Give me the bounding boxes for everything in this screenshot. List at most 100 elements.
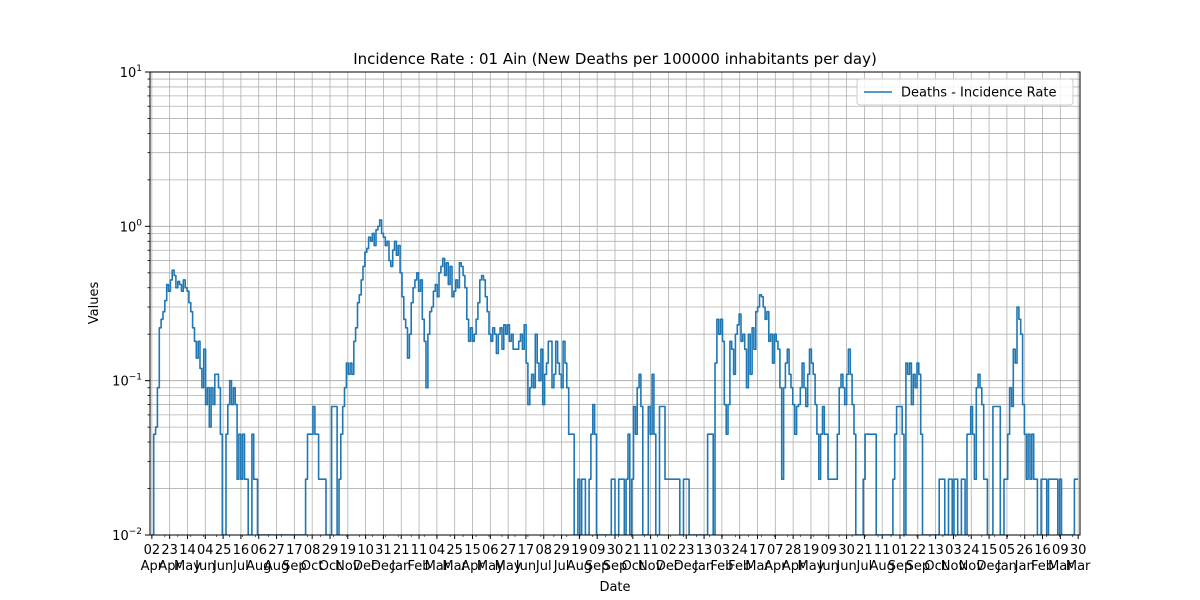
x-tick-day: 02	[660, 543, 677, 558]
chart-title: Incidence Rate : 01 Ain (New Deaths per …	[353, 50, 877, 68]
x-tick-day: 25	[446, 543, 463, 558]
x-tick-month: May	[798, 559, 825, 574]
y-tick-label: 101	[120, 64, 142, 81]
x-tick-month: Jun	[818, 559, 839, 574]
x-tick-day: 08	[535, 543, 552, 558]
x-tick-day: 13	[696, 543, 713, 558]
x-tick-day: 29	[553, 543, 570, 558]
x-tick-day: 17	[286, 543, 303, 558]
x-tick-day: 24	[731, 543, 748, 558]
x-tick-month: Mar	[745, 559, 770, 574]
x-tick-day: 19	[803, 543, 820, 558]
x-tick-month: Jul	[535, 559, 552, 574]
x-tick-month: Dec	[977, 559, 1002, 574]
x-tick-month: Jan	[1014, 559, 1035, 574]
x-tick-month: Feb	[1031, 559, 1054, 574]
x-tick-month: Mar	[1048, 559, 1073, 574]
x-tick-day: 23	[161, 543, 178, 558]
x-tick-month: Oct	[319, 559, 341, 574]
x-tick-month: Dec	[353, 559, 378, 574]
x-tick-month: Apr	[764, 559, 787, 574]
x-tick-month: Apr	[158, 559, 181, 574]
x-tick-month: May	[174, 559, 201, 574]
x-tick-month: Sep	[585, 559, 610, 574]
x-tick-day: 11	[874, 543, 891, 558]
x-tick-day: 30	[1070, 543, 1087, 558]
x-tick-month: Feb	[408, 559, 431, 574]
x-tick-day: 28	[785, 543, 802, 558]
x-tick-day: 13	[927, 543, 944, 558]
x-tick-day: 19	[571, 543, 588, 558]
x-tick-day: 14	[179, 543, 196, 558]
x-tick-day: 08	[304, 543, 321, 558]
x-tick-month: Mar	[442, 559, 467, 574]
x-tick-month: Dec	[674, 559, 699, 574]
x-tick-day: 06	[482, 543, 499, 558]
series-line-deaths-incidence-rate	[151, 219, 1079, 535]
x-tick-day: 07	[767, 543, 784, 558]
x-tick-day: 15	[981, 543, 998, 558]
x-tick-day: 05	[999, 543, 1016, 558]
x-tick-month: Sep	[906, 559, 931, 574]
x-tick-month: Nov	[959, 559, 985, 574]
y-axis: 10−2 10−1 100 101	[112, 64, 150, 544]
x-tick-day: 27	[268, 543, 285, 558]
x-tick-month: Oct	[301, 559, 323, 574]
x-axis-label: Date	[599, 580, 630, 595]
x-tick-day: 15	[464, 543, 481, 558]
x-tick-day: 09	[1052, 543, 1069, 558]
legend-entry-label: Deaths - Incidence Rate	[901, 86, 1056, 101]
x-tick-month: Apr	[461, 559, 484, 574]
y-tick-label: 10−1	[112, 373, 142, 390]
x-tick-day: 26	[1016, 543, 1033, 558]
x-tick-month: Aug	[567, 559, 592, 574]
x-tick-day: 16	[233, 543, 250, 558]
x-tick-day: 03	[714, 543, 731, 558]
x-tick-month: Nov	[335, 559, 361, 574]
x-tick-month: Jun	[515, 559, 536, 574]
x-tick-day: 19	[340, 543, 357, 558]
x-tick-day: 21	[856, 543, 873, 558]
x-tick-day: 21	[393, 543, 410, 558]
x-tick-day: 27	[500, 543, 517, 558]
x-tick-month: Jul	[856, 559, 873, 574]
x-tick-month: Aug	[246, 559, 271, 574]
x-tick-month: Dec	[656, 559, 681, 574]
x-tick-month: Feb	[728, 559, 751, 574]
x-tick-month: Aug	[870, 559, 895, 574]
x-tick-month: Mar	[1066, 559, 1091, 574]
x-tick-day: 29	[322, 543, 339, 558]
x-tick-month: Jan	[996, 559, 1017, 574]
x-tick-month: Jul	[232, 559, 249, 574]
x-axis: 02Apr23Apr14May04Jun25Jun16Jul06Aug27Aug…	[141, 535, 1091, 574]
x-tick-month: Sep	[282, 559, 307, 574]
x-tick-month: Jun	[194, 559, 215, 574]
y-tick-label: 100	[120, 218, 143, 235]
x-tick-month: Jan	[390, 559, 411, 574]
x-tick-day: 09	[820, 543, 837, 558]
x-tick-month: Mar	[425, 559, 450, 574]
x-tick-day: 09	[589, 543, 606, 558]
x-tick-month: Jun	[212, 559, 233, 574]
x-tick-day: 11	[642, 543, 659, 558]
x-tick-day: 10	[357, 543, 374, 558]
x-tick-month: Sep	[603, 559, 628, 574]
x-tick-month: Aug	[264, 559, 289, 574]
x-tick-day: 06	[250, 543, 267, 558]
legend: Deaths - Incidence Rate	[856, 78, 1074, 106]
x-tick-month: Oct	[622, 559, 644, 574]
x-tick-day: 04	[429, 543, 446, 558]
x-tick-day: 01	[892, 543, 909, 558]
x-tick-day: 16	[1034, 543, 1051, 558]
x-tick-month: May	[477, 559, 504, 574]
x-tick-month: Jul	[553, 559, 570, 574]
x-tick-day: 17	[749, 543, 766, 558]
x-tick-month: Apr	[141, 559, 164, 574]
x-tick-day: 22	[910, 543, 927, 558]
x-tick-day: 31	[375, 543, 392, 558]
x-tick-month: Oct	[924, 559, 946, 574]
x-tick-month: Jan	[693, 559, 714, 574]
x-tick-day: 23	[678, 543, 695, 558]
x-tick-month: May	[495, 559, 522, 574]
